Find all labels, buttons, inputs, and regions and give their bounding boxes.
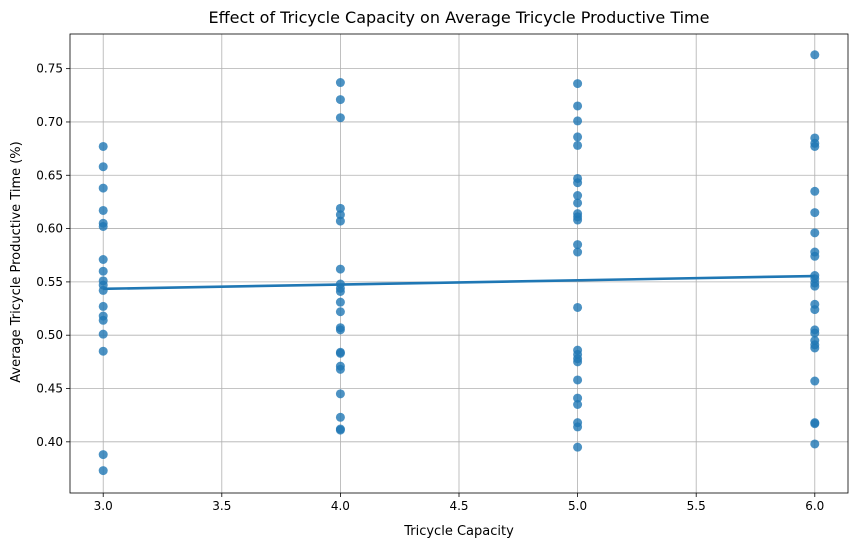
data-point	[573, 101, 583, 111]
data-point	[573, 422, 583, 432]
data-point	[573, 302, 583, 312]
y-tick-label: 0.40	[36, 435, 63, 449]
y-axis-label: Average Tricycle Productive Time (%)	[9, 141, 24, 382]
x-tick-label: 4.0	[331, 499, 350, 513]
y-tick-label: 0.75	[36, 62, 63, 76]
grid	[70, 34, 848, 493]
data-point	[335, 78, 345, 88]
data-point	[98, 450, 108, 460]
data-point	[573, 215, 583, 225]
data-point	[335, 364, 345, 374]
data-point	[810, 141, 820, 151]
data-point	[810, 228, 820, 238]
data-point	[810, 208, 820, 218]
data-point	[573, 442, 583, 452]
x-tick-label: 4.5	[449, 499, 468, 513]
x-tick-label: 3.5	[212, 499, 231, 513]
y-tick-label: 0.65	[36, 168, 63, 182]
data-point	[573, 400, 583, 410]
data-point	[98, 315, 108, 325]
data-point	[810, 376, 820, 386]
data-point	[335, 286, 345, 296]
data-point	[98, 466, 108, 476]
data-point	[573, 116, 583, 126]
data-point	[810, 419, 820, 429]
data-point	[98, 255, 108, 265]
chart-title: Effect of Tricycle Capacity on Average T…	[209, 8, 710, 27]
data-point	[810, 305, 820, 315]
data-point	[573, 79, 583, 89]
x-tick-label: 5.0	[568, 499, 587, 513]
y-ticks: 0.40 0.45 0.50 0.55 0.60 0.65 0.70 0.75	[36, 62, 70, 449]
data-point	[335, 203, 345, 213]
y-tick-label: 0.55	[36, 275, 63, 289]
data-point	[810, 328, 820, 338]
regression-line-layer	[103, 274, 815, 291]
data-point	[573, 393, 583, 403]
x-tick-label: 3.0	[94, 499, 113, 513]
data-point	[810, 186, 820, 196]
data-point	[98, 205, 108, 215]
data-point	[573, 132, 583, 142]
data-point	[573, 247, 583, 257]
data-point	[335, 412, 345, 422]
data-point	[573, 240, 583, 250]
y-tick-label: 0.45	[36, 382, 63, 396]
data-points	[98, 50, 820, 476]
x-tick-label: 6.0	[805, 499, 824, 513]
y-tick-label: 0.50	[36, 328, 63, 342]
regression-line	[103, 274, 815, 291]
data-point	[335, 113, 345, 123]
data-point	[573, 191, 583, 201]
data-point	[573, 357, 583, 367]
x-axis-label: Tricycle Capacity	[403, 524, 514, 539]
data-point	[810, 343, 820, 353]
data-point	[810, 439, 820, 449]
data-point	[335, 307, 345, 317]
x-ticks: 3.0 3.5 4.0 4.5 5.0 5.5 6.0	[94, 493, 824, 513]
data-point	[573, 178, 583, 188]
data-point	[335, 389, 345, 399]
data-point	[98, 301, 108, 311]
data-point	[335, 264, 345, 274]
data-point	[98, 221, 108, 231]
data-point	[335, 95, 345, 105]
data-point	[573, 198, 583, 208]
data-point	[98, 141, 108, 151]
data-point	[335, 348, 345, 358]
data-point	[98, 346, 108, 356]
data-point	[335, 425, 345, 435]
y-tick-label: 0.70	[36, 115, 63, 129]
y-tick-label: 0.60	[36, 222, 63, 236]
data-point	[335, 210, 345, 220]
x-tick-label: 5.5	[687, 499, 706, 513]
data-point	[98, 266, 108, 276]
data-point	[335, 216, 345, 226]
data-point	[573, 375, 583, 385]
data-point	[98, 183, 108, 193]
data-point	[335, 297, 345, 307]
data-point	[810, 251, 820, 261]
data-point	[335, 325, 345, 335]
data-point	[810, 281, 820, 291]
data-point	[98, 329, 108, 339]
data-point	[810, 50, 820, 60]
data-point	[573, 140, 583, 150]
data-point	[98, 162, 108, 172]
data-point	[98, 285, 108, 295]
